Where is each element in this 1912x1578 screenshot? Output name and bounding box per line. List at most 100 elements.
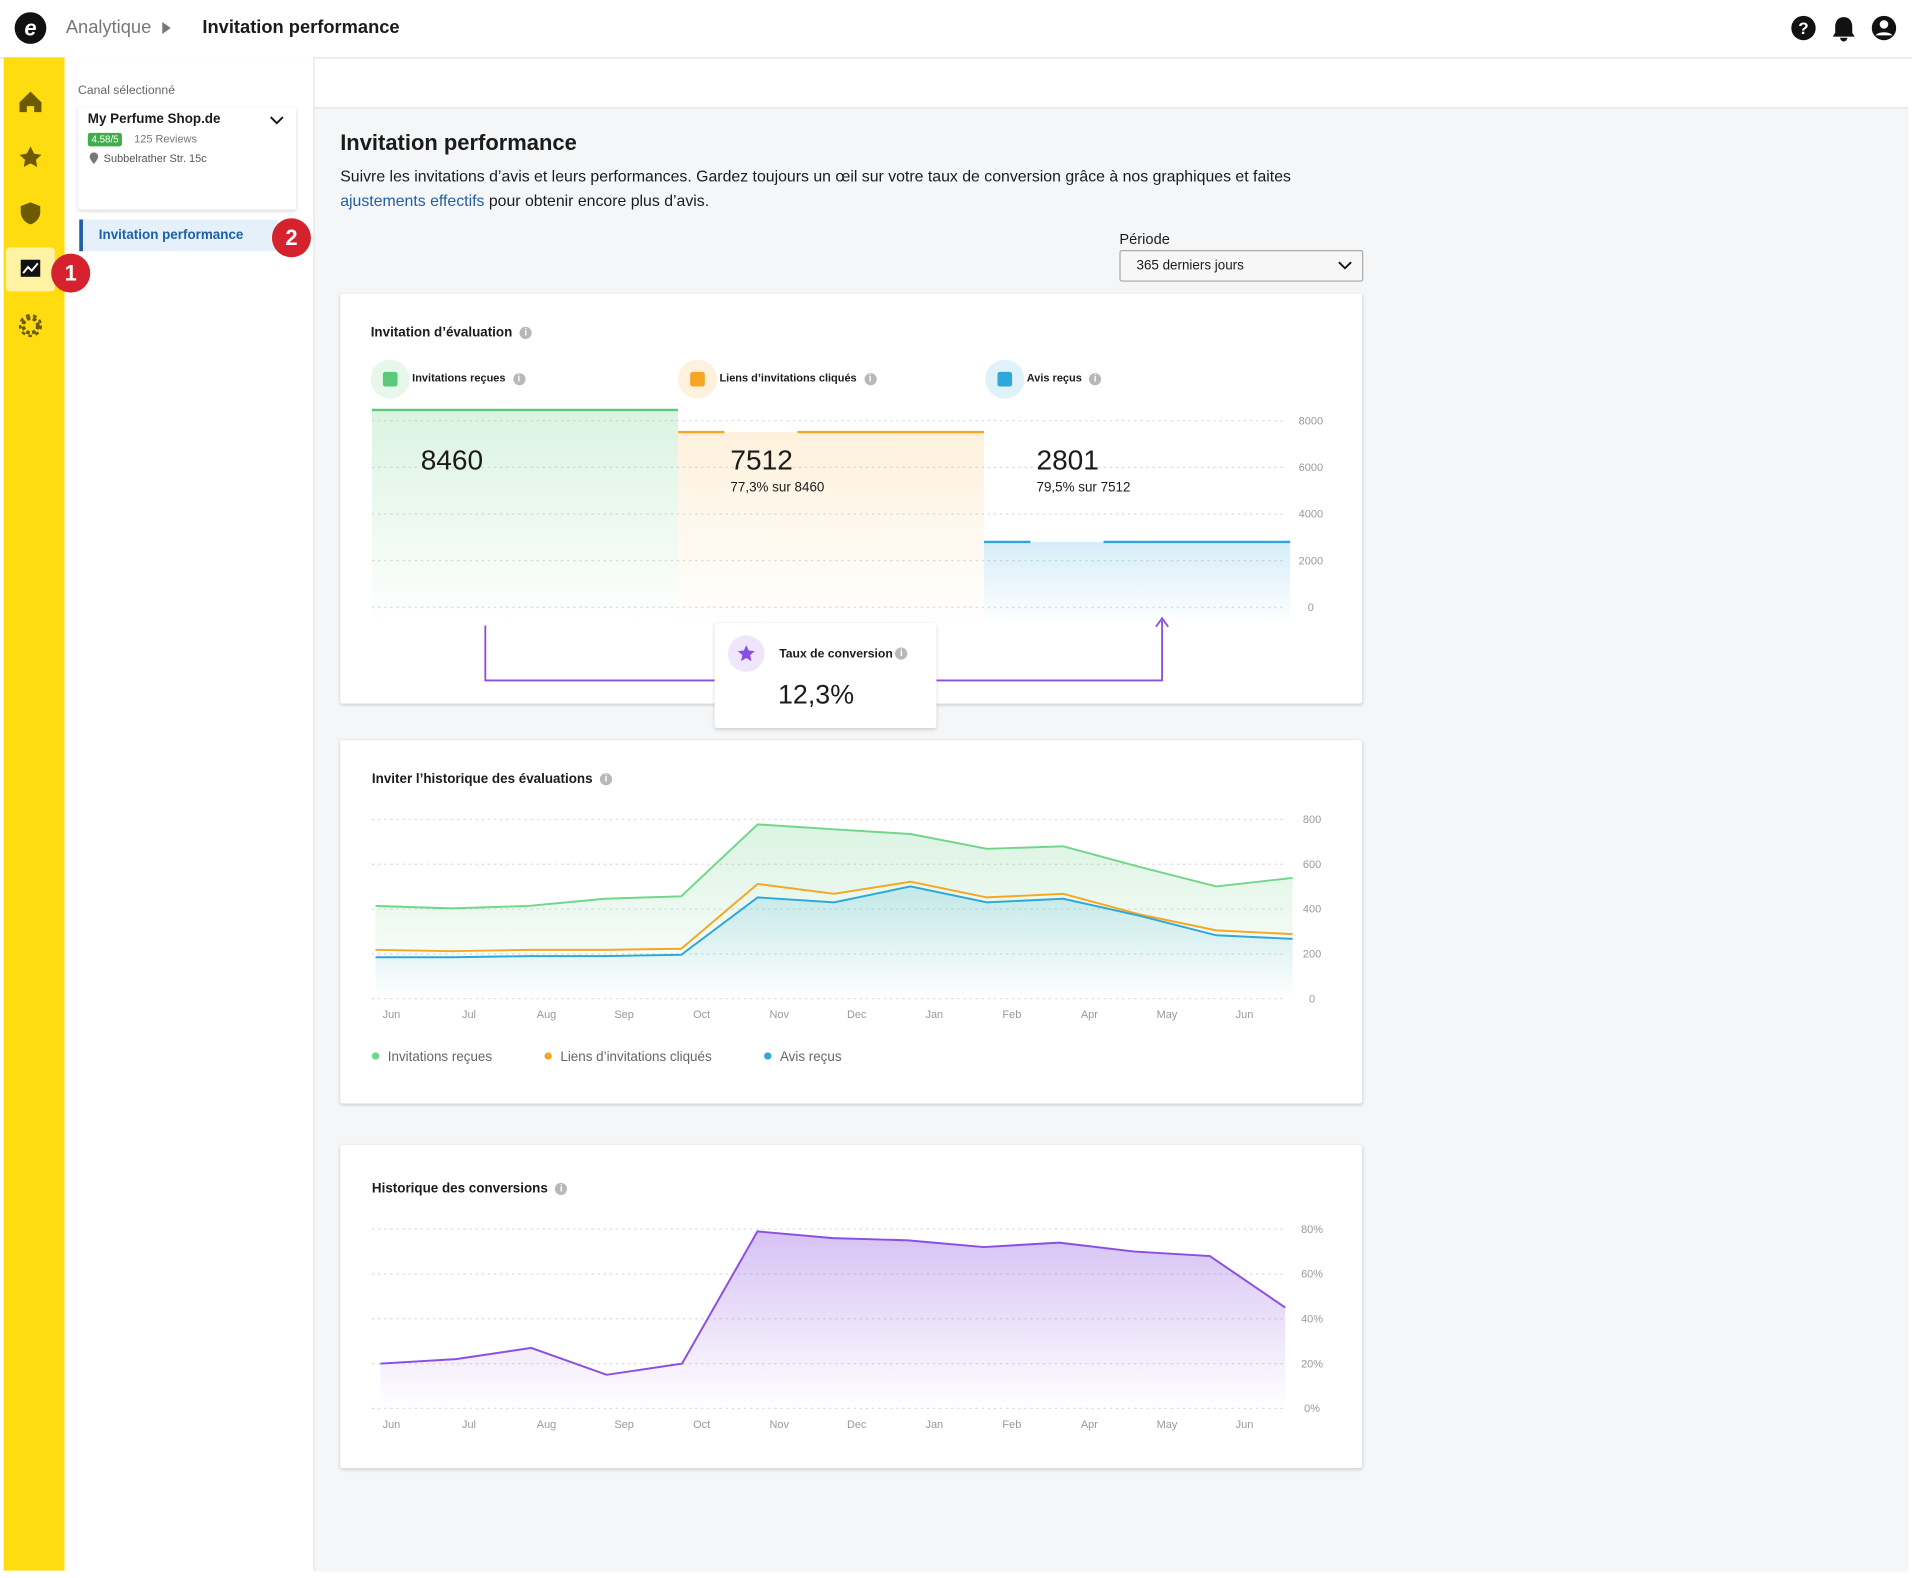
history-title-text: Inviter l’historique des évaluations xyxy=(371,771,593,787)
x-tick-label: Apr xyxy=(1081,1009,1098,1021)
header-icons[interactable]: ? xyxy=(1788,12,1900,44)
funnel-area xyxy=(677,432,985,625)
chevron xyxy=(1338,261,1352,270)
legend-dot xyxy=(544,1052,552,1060)
step-label: Liens d’invitations cliqués i xyxy=(719,371,877,385)
funnel-title-text: Invitation d’évaluation xyxy=(370,325,513,341)
legend-label: Invitations reçues xyxy=(388,1049,493,1064)
nav-icons[interactable] xyxy=(4,57,65,350)
page-title: Invitation performance xyxy=(340,130,577,155)
legend-dot xyxy=(764,1052,772,1060)
x-tick-label: Nov xyxy=(769,1009,789,1021)
funnel-area xyxy=(371,409,678,625)
badge: 2 xyxy=(271,218,311,258)
svg-text:?: ? xyxy=(1798,19,1808,38)
rating: 4.58/5 xyxy=(87,132,123,147)
step-note: 77,3% sur 8460 xyxy=(730,480,825,496)
reviews: 125 Reviews xyxy=(134,132,197,146)
info[interactable]: i xyxy=(863,372,877,385)
conversions-title: Historique des conversions i xyxy=(371,1181,568,1197)
badge: 1 xyxy=(51,253,91,293)
shop-name: My Perfume Shop.de xyxy=(87,112,221,127)
y-tick-label: 2000 xyxy=(1299,555,1323,567)
channel-card[interactable]: My Perfume Shop.de 4.58/5 125 Reviews Su… xyxy=(78,107,297,210)
history-title: Inviter l’historique des évaluations i xyxy=(371,771,613,787)
chevron xyxy=(270,116,284,125)
x-tick-label: Aug xyxy=(537,1419,557,1431)
x-tick-label: Jun xyxy=(1236,1419,1254,1431)
pin xyxy=(89,152,99,165)
x-tick-label: Feb xyxy=(1002,1009,1021,1021)
x-tick-label: Aug xyxy=(537,1009,557,1021)
conversions-title-text: Historique des conversions xyxy=(371,1181,548,1197)
y-tick-label: 400 xyxy=(1303,904,1321,916)
x-tick-label: Jul xyxy=(462,1009,476,1021)
step-name: Avis reçus xyxy=(1026,371,1082,385)
x-tick-label: Jul xyxy=(462,1419,476,1431)
x-tick-label: Oct xyxy=(693,1419,710,1431)
x-tick-label: Dec xyxy=(847,1009,867,1021)
info[interactable]: i xyxy=(519,326,532,340)
step-value: 2801 xyxy=(1036,443,1099,476)
nav-item[interactable]: Invitation performance xyxy=(79,219,279,252)
step-icon-glyph xyxy=(690,371,705,387)
breadcrumb-arrow xyxy=(162,21,171,35)
step-label: Avis reçus i xyxy=(1027,372,1102,385)
conversion-value: 12,3% xyxy=(777,679,855,710)
y-tick-label: 0 xyxy=(1308,602,1314,614)
conversion-label: Taux de conversion i xyxy=(779,647,908,661)
address: Subbelrather Str. 15c xyxy=(103,152,207,165)
step-icon-glyph xyxy=(997,371,1013,387)
y-tick-label: 0 xyxy=(1309,993,1315,1005)
y-tick-label: 20% xyxy=(1301,1358,1323,1370)
top-bar xyxy=(0,0,1912,59)
step-note: 79,5% sur 7512 xyxy=(1036,480,1131,496)
funnel-title: Invitation d’évaluation i xyxy=(370,325,532,341)
main-nav xyxy=(3,57,65,1571)
info[interactable]: i xyxy=(512,372,525,385)
area xyxy=(380,1231,1286,1409)
x-tick-label: Jun xyxy=(383,1009,401,1021)
x-tick-label: Oct xyxy=(693,1009,710,1021)
x-tick-label: Feb xyxy=(1002,1419,1021,1431)
x-tick-label: Nov xyxy=(769,1419,789,1431)
step-label: Invitations reçues i xyxy=(412,372,525,385)
line xyxy=(375,880,1293,953)
x-tick-label: Apr xyxy=(1081,1419,1098,1431)
legend-label: Liens d’invitations cliqués xyxy=(560,1049,712,1064)
channel-label: Canal sélectionné xyxy=(78,84,175,98)
y-tick-label: 60% xyxy=(1301,1269,1323,1281)
header-title: Invitation performance xyxy=(202,17,400,38)
x-tick-label: Jun xyxy=(1236,1009,1254,1021)
intro-link[interactable]: ajustements effectifs xyxy=(340,191,485,210)
area xyxy=(375,886,1293,999)
sub-nav xyxy=(64,57,315,1571)
info[interactable]: i xyxy=(1089,372,1102,385)
logo[interactable]: e xyxy=(13,11,47,45)
breadcrumb[interactable]: Analytique xyxy=(65,17,152,38)
step-name: Invitations reçues xyxy=(412,371,506,385)
info[interactable]: i xyxy=(599,773,613,786)
legend-label: Avis reçus xyxy=(780,1049,842,1064)
y-tick-label: 6000 xyxy=(1299,462,1323,474)
step-value: 8460 xyxy=(420,443,484,476)
y-tick-label: 800 xyxy=(1303,814,1321,826)
period-select[interactable]: 365 derniers jours xyxy=(1119,249,1364,282)
conversion-box: Taux de conversion i 12,3% xyxy=(714,623,937,728)
y-tick-label: 600 xyxy=(1303,859,1321,871)
info[interactable]: i xyxy=(895,647,908,661)
y-tick-label: 80% xyxy=(1301,1224,1323,1236)
conversion-icon xyxy=(727,635,765,672)
line xyxy=(375,885,1293,959)
x-tick-label: May xyxy=(1157,1009,1178,1021)
x-tick-label: Sep xyxy=(614,1419,634,1431)
y-tick-label: 40% xyxy=(1301,1313,1323,1325)
info[interactable]: i xyxy=(555,1182,568,1196)
y-tick-label: 0% xyxy=(1304,1403,1320,1415)
x-tick-label: Sep xyxy=(614,1009,634,1021)
y-tick-label: 8000 xyxy=(1299,415,1323,427)
step-name: Liens d’invitations cliqués xyxy=(719,371,857,385)
intro-text: Suivre les invitations d’avis et leurs p… xyxy=(340,165,1316,214)
